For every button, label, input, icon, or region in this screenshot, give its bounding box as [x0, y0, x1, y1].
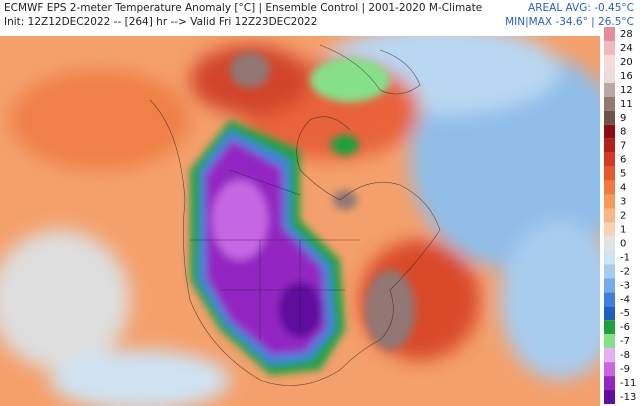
colorbar-label: 16 [620, 71, 633, 82]
areal-average: AREAL AVG: -0.45°C [528, 2, 634, 14]
colorbar-swatch [604, 40, 615, 55]
colorbar-swatch [604, 376, 615, 391]
colorbar-label: 5 [620, 169, 626, 180]
min-max: MIN|MAX -34.6° | 26.5°C [505, 16, 634, 28]
colorbar-label: -13 [620, 392, 636, 403]
colorbar-swatch [604, 250, 615, 265]
colorbar-label: 28 [620, 29, 633, 40]
colorbar-label: -6 [620, 322, 630, 333]
colorbar-label: 0 [620, 238, 626, 249]
colorbar-swatch [604, 194, 615, 209]
title: ECMWF EPS 2-meter Temperature Anomaly [°… [4, 2, 483, 14]
colorbar-label: 12 [620, 85, 633, 96]
colorbar-label: 11 [620, 99, 633, 110]
colorbar-label: -8 [620, 350, 630, 361]
anomaly-map [0, 36, 600, 406]
colorbar-label: -7 [620, 336, 630, 347]
colorbar-swatch [604, 82, 615, 97]
colorbar-label: -4 [620, 294, 630, 305]
colorbar-label: -1 [620, 252, 630, 263]
colorbar-label: -2 [620, 266, 630, 277]
colorbar-label: -5 [620, 308, 630, 319]
colorbar-swatch [604, 138, 615, 153]
colorbar-swatch [604, 54, 615, 69]
colorbar-label: 8 [620, 127, 626, 138]
colorbar-label: -9 [620, 364, 630, 375]
colorbar-swatch [604, 180, 615, 195]
colorbar-swatch [604, 222, 615, 237]
colorbar-label: 7 [620, 141, 626, 152]
colorbar-swatch [604, 292, 615, 307]
colorbar-swatch [604, 264, 615, 279]
colorbar-swatch [604, 334, 615, 349]
colorbar-label: 20 [620, 57, 633, 68]
subtitle: Init: 12Z12DEC2022 -- [264] hr --> Valid… [4, 16, 318, 28]
colorbar-label: 6 [620, 155, 626, 166]
colorbar-swatch [604, 110, 615, 125]
colorbar-label: -3 [620, 280, 630, 291]
colorbar-swatch [604, 27, 615, 41]
colorbar-swatch [604, 320, 615, 335]
colorbar-label: -11 [620, 378, 636, 389]
colorbar-swatch [604, 96, 615, 111]
colorbar-swatch [604, 208, 615, 223]
colorbar-swatch [604, 390, 615, 404]
colorbar-label: 1 [620, 224, 626, 235]
colorbar-swatch [604, 152, 615, 167]
colorbar-swatch [604, 362, 615, 377]
colorbar-swatch [604, 306, 615, 321]
colorbar-swatch [604, 68, 615, 83]
colorbar-swatch [604, 166, 615, 181]
colorbar-swatch [604, 124, 615, 139]
colorbar-label: 9 [620, 113, 626, 124]
colorbar-swatch [604, 236, 615, 251]
colorbar-label: 24 [620, 43, 633, 54]
colorbar-label: 3 [620, 197, 626, 208]
colorbar-label: 4 [620, 183, 626, 194]
colorbar-swatch [604, 348, 615, 363]
colorbar-label: 2 [620, 211, 626, 222]
colorbar-swatch [604, 278, 615, 293]
